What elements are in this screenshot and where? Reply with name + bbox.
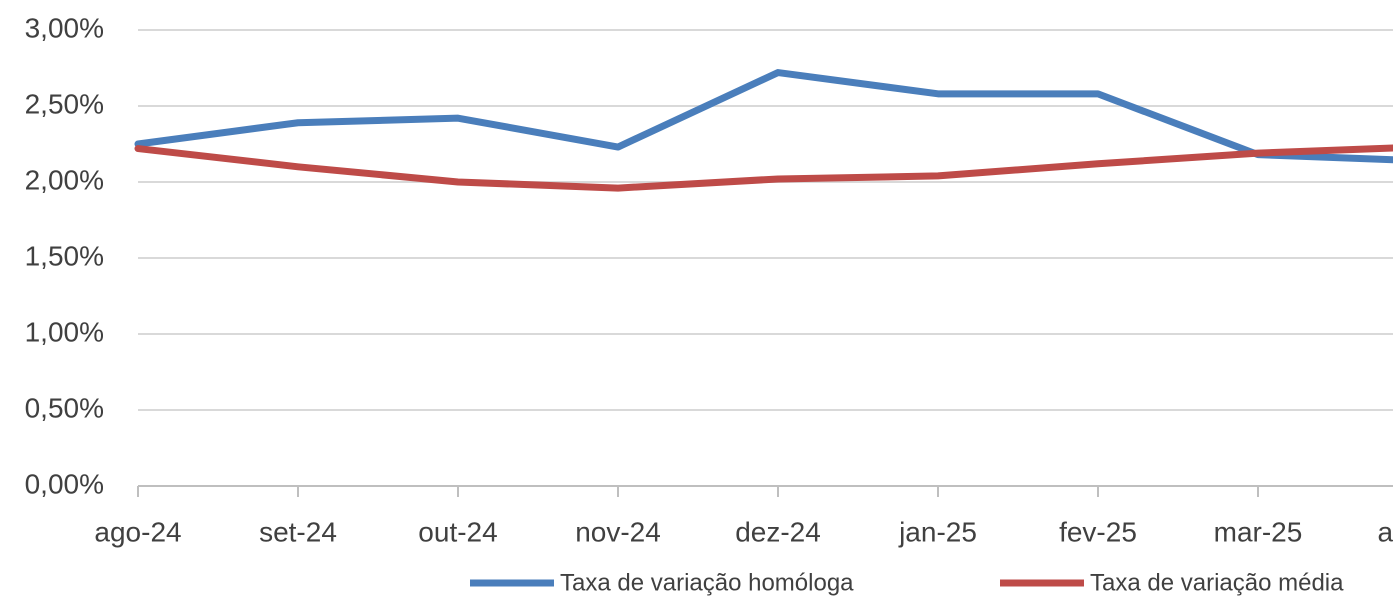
x-tick-label: abr-25 bbox=[1378, 516, 1393, 547]
x-tick-label: nov-24 bbox=[575, 516, 661, 547]
x-tick-label: jan-25 bbox=[898, 516, 977, 547]
y-tick-label: 1,00% bbox=[25, 316, 104, 347]
y-tick-label: 3,00% bbox=[25, 12, 104, 43]
y-tick-label: 0,00% bbox=[25, 468, 104, 499]
legend-label: Taxa de variação homóloga bbox=[560, 569, 854, 596]
line-series bbox=[134, 144, 1393, 192]
y-tick-label: 2,00% bbox=[25, 164, 104, 195]
x-tick-label: mar-25 bbox=[1214, 516, 1303, 547]
x-tick-label: ago-24 bbox=[94, 516, 181, 547]
legend-label: Taxa de variação média bbox=[1090, 569, 1344, 596]
x-tick-label: out-24 bbox=[418, 516, 497, 547]
x-tick-label: set-24 bbox=[259, 516, 337, 547]
line-series bbox=[134, 69, 1393, 164]
y-tick-label: 0,50% bbox=[25, 392, 104, 423]
x-tick-label: fev-25 bbox=[1059, 516, 1137, 547]
x-tick-label: dez-24 bbox=[735, 516, 821, 547]
y-tick-label: 2,50% bbox=[25, 88, 104, 119]
y-tick-label: 1,50% bbox=[25, 240, 104, 271]
